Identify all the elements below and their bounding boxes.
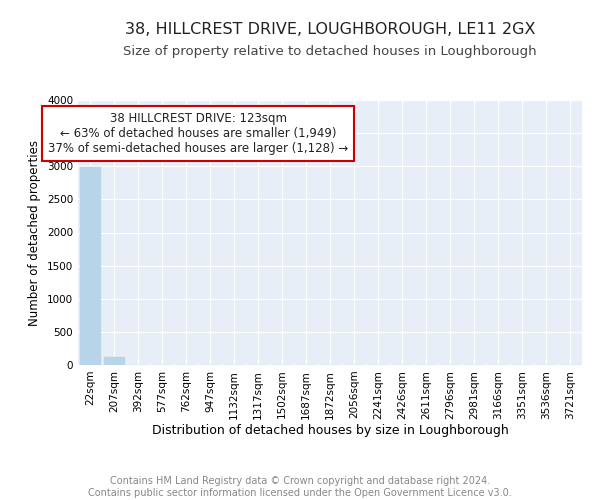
Text: 38, HILLCREST DRIVE, LOUGHBOROUGH, LE11 2GX: 38, HILLCREST DRIVE, LOUGHBOROUGH, LE11 … xyxy=(125,22,535,38)
X-axis label: Distribution of detached houses by size in Loughborough: Distribution of detached houses by size … xyxy=(152,424,508,437)
Text: 38 HILLCREST DRIVE: 123sqm
← 63% of detached houses are smaller (1,949)
37% of s: 38 HILLCREST DRIVE: 123sqm ← 63% of deta… xyxy=(48,112,348,155)
Text: Size of property relative to detached houses in Loughborough: Size of property relative to detached ho… xyxy=(123,45,537,58)
Y-axis label: Number of detached properties: Number of detached properties xyxy=(28,140,41,326)
Bar xyxy=(104,357,124,365)
Text: Contains HM Land Registry data © Crown copyright and database right 2024.
Contai: Contains HM Land Registry data © Crown c… xyxy=(88,476,512,498)
Bar xyxy=(80,167,100,365)
